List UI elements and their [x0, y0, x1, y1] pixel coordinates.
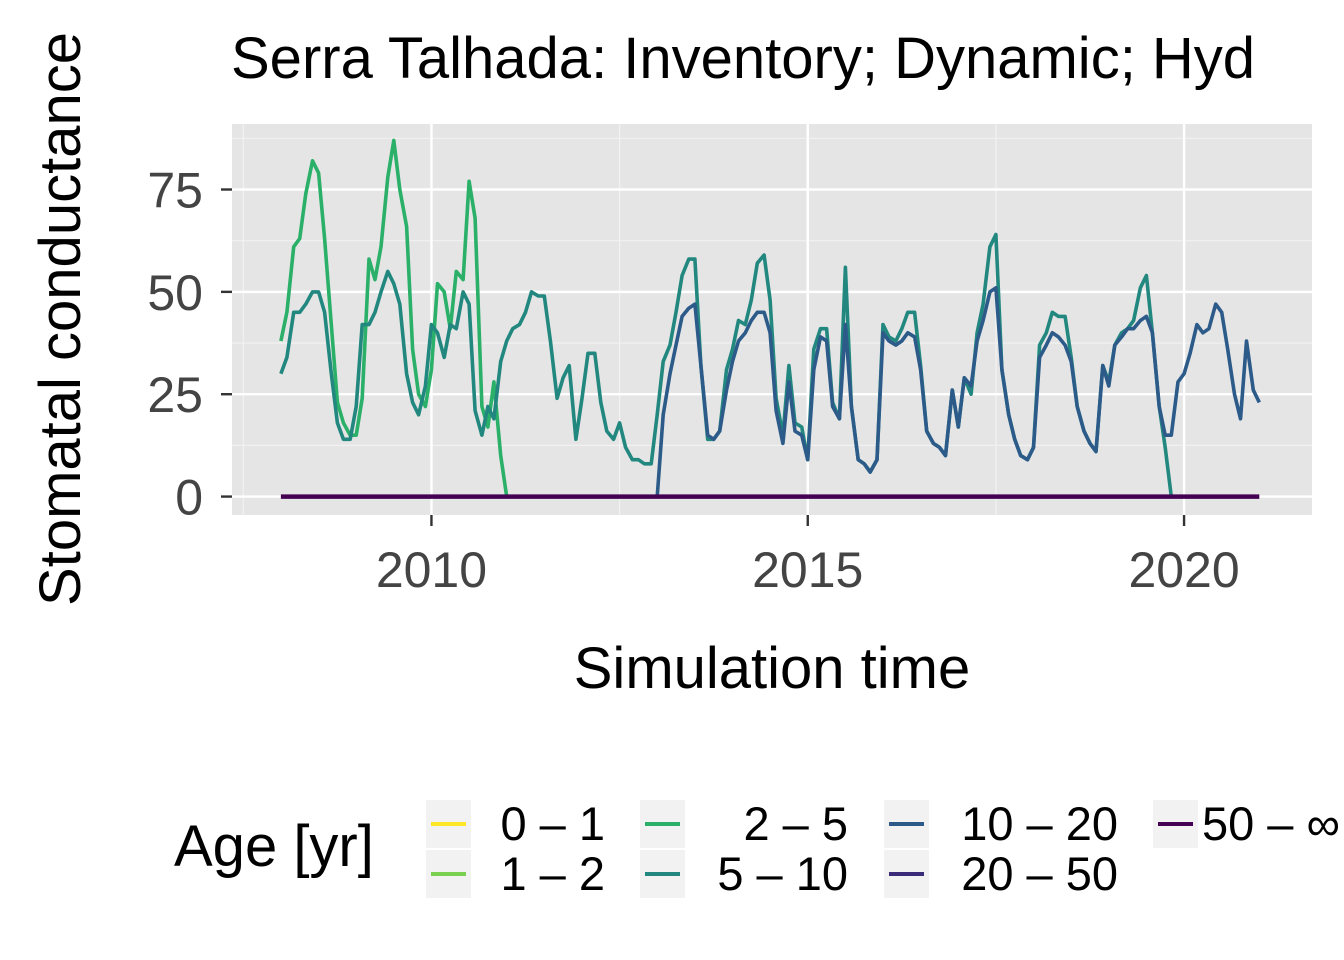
x-tick-label: 2010 [376, 542, 487, 598]
legend: Age [yr] 0 – 11 – 2 2 – 55 – 10 10 – 2020 … [174, 797, 1340, 900]
legend-label: 1 – 2 [500, 847, 605, 900]
legend-label: 10 – 20 [961, 797, 1118, 850]
y-tick-label: 50 [147, 265, 203, 321]
y-tick-label: 75 [147, 163, 203, 219]
legend-label: 20 – 50 [961, 847, 1118, 900]
x-tick-label: 2020 [1128, 542, 1239, 598]
y-axis-title: Stomatal conductance [28, 32, 93, 606]
y-tick-label: 0 [175, 470, 203, 526]
legend-title: Age [yr] [174, 814, 374, 879]
series-line [279, 138, 509, 497]
legend-label: 0 – 1 [500, 797, 605, 850]
legend-label: 2 – 5 [743, 797, 848, 850]
data-series [279, 138, 1261, 499]
legend-label: 5 – 10 [717, 847, 848, 900]
chart-title: Serra Talhada: Inventory; Dynamic; Hyd [231, 26, 1255, 91]
axes: 2010 2015 2020 0 25 50 75 [147, 163, 1239, 598]
x-axis-title: Simulation time [574, 636, 970, 701]
y-tick-label: 25 [147, 367, 203, 423]
legend-label: 50 – ∞ [1202, 797, 1340, 850]
series-line [655, 286, 1261, 497]
x-tick-label: 2015 [752, 542, 863, 598]
